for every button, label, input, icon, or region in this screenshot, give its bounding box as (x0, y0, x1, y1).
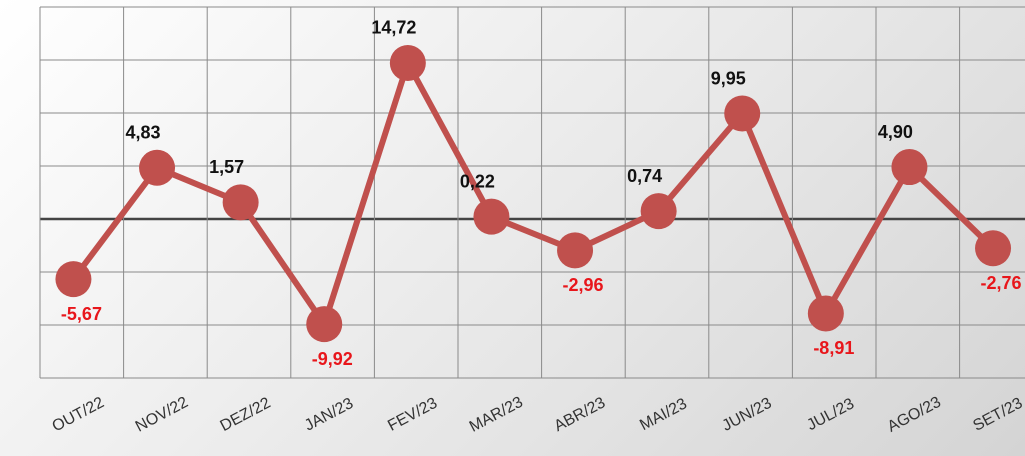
data-label: -5,67 (61, 304, 102, 324)
point (473, 198, 510, 235)
data-label: 0,22 (460, 171, 495, 191)
x-tick-label: NOV/22 (133, 394, 191, 436)
data-label: 1,57 (209, 157, 244, 177)
point (891, 149, 928, 186)
data-label: -8,91 (813, 338, 854, 358)
point (557, 232, 594, 269)
data-label: 4,83 (126, 123, 161, 143)
point (306, 306, 343, 343)
x-tick-label: DEZ/22 (218, 394, 274, 435)
data-label: 4,90 (878, 122, 913, 142)
x-tick-label: JUN/23 (720, 395, 775, 435)
x-tick-label: JUL/23 (804, 395, 857, 434)
x-tick-label: JAN/23 (302, 395, 356, 435)
point (724, 95, 761, 132)
point (139, 149, 176, 186)
x-tick-label: OUT/22 (50, 394, 108, 435)
x-tick-label: MAR/23 (467, 394, 526, 436)
point (975, 230, 1012, 267)
data-label: -2,76 (981, 273, 1022, 293)
data-label: 9,95 (711, 68, 746, 88)
x-tick-label: ABR/23 (552, 394, 609, 435)
x-tick-label: FEV/23 (385, 395, 440, 435)
point (640, 193, 677, 230)
line (71, 59, 996, 328)
point (55, 261, 92, 298)
data-label: -2,96 (563, 275, 604, 295)
x-tick-label: SET/23 (970, 395, 1025, 435)
x-tick-label: AGO/23 (885, 394, 944, 436)
data-label: -9,92 (312, 349, 353, 369)
point (389, 44, 426, 81)
point (807, 295, 844, 332)
x-tick-label: MAI/23 (637, 395, 690, 434)
point (222, 184, 259, 221)
data-label: 14,72 (371, 18, 416, 38)
data-label: 0,74 (627, 166, 662, 186)
